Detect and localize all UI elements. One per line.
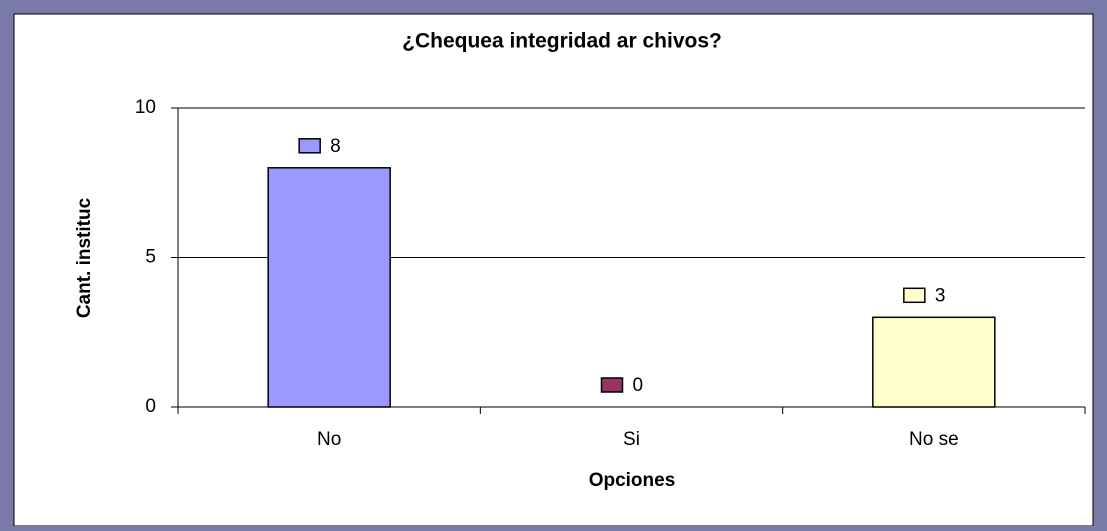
chart-area <box>13 13 1094 527</box>
data-label: 8 <box>330 136 341 157</box>
y-tick-label: 10 <box>135 97 156 118</box>
bar <box>872 316 996 408</box>
y-tick-label: 0 <box>145 396 156 417</box>
label-key <box>298 138 321 154</box>
bar <box>267 167 391 408</box>
x-tick-label: No <box>317 429 341 450</box>
chart-title: ¿Chequea integridad ar chivos? <box>402 30 722 53</box>
label-key <box>600 377 624 393</box>
x-axis-label: Opciones <box>589 470 676 491</box>
x-tick-label: No se <box>909 429 959 450</box>
label-key <box>903 287 926 304</box>
y-tick-label: 5 <box>145 247 156 268</box>
data-label: 0 <box>633 375 644 396</box>
x-tick-label: Si <box>623 429 640 450</box>
y-axis-label: Cant. instituc <box>74 197 95 318</box>
data-label: 3 <box>935 285 946 306</box>
